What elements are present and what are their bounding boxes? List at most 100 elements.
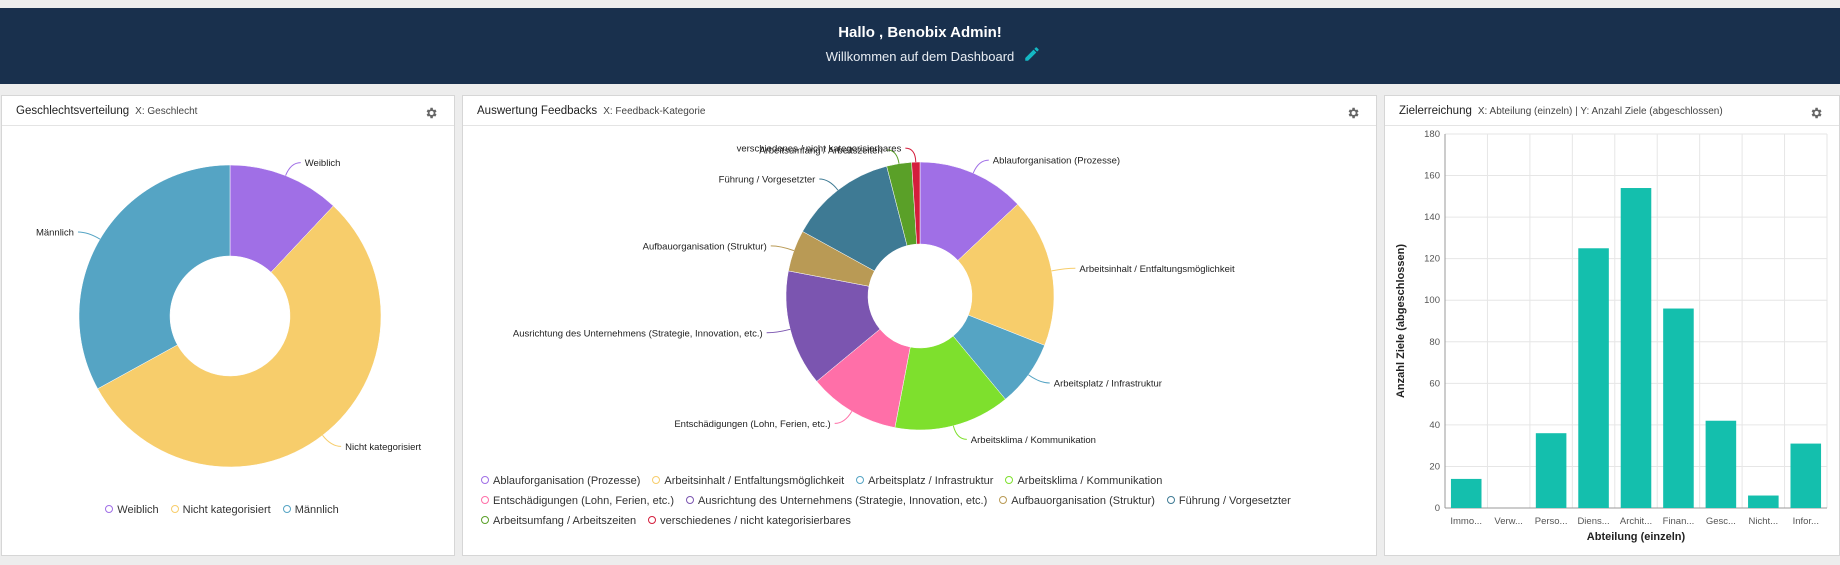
legend-item-aufbauorganisation-struktur[interactable]: Aufbauorganisation (Struktur)	[999, 491, 1155, 511]
widget-subtitle: X: Feedback-Kategorie	[603, 106, 706, 117]
x-tick-label: Finan...	[1663, 516, 1695, 527]
legend-item-nicht-kategorisiert[interactable]: Nicht kategorisiert	[170, 504, 271, 516]
legend-marker	[170, 505, 179, 514]
pencil-icon[interactable]	[1023, 45, 1041, 63]
y-axis-title: Anzahl Ziele (abgeschlossen)	[1395, 244, 1407, 398]
legend-label: Aufbauorganisation (Struktur)	[1011, 495, 1155, 507]
slice-label: Männlich	[36, 228, 74, 239]
slice-label: verschiedenes / nicht kategorisierbares	[737, 144, 902, 155]
legend-label: Weiblich	[117, 504, 159, 516]
legend-label: Männlich	[294, 504, 339, 516]
leader-line	[834, 411, 853, 424]
leader-line	[952, 425, 967, 440]
legend-item-arbeitsinhalt-entfaltungsm-glichkeit[interactable]: Arbeitsinhalt / Entfaltungsmöglichkeit	[652, 471, 844, 491]
pie-slice-verschiedenes-nicht-kategorisierbares[interactable]	[911, 161, 921, 245]
legend-item-verschiedenes-nicht-kategorisierbares[interactable]: verschiedenes / nicht kategorisierbares	[648, 511, 851, 531]
slice-label: Arbeitsumfang / Arbeitszeiten	[759, 145, 883, 156]
x-tick-label: Gesc...	[1706, 516, 1736, 527]
y-tick-label: 20	[1429, 461, 1440, 472]
widget-title-text: Auswertung Feedbacks	[477, 105, 598, 117]
leader-line	[1028, 374, 1050, 384]
pie-slice-arbeitsinhalt-entfaltungsm-glichkeit[interactable]	[957, 203, 1055, 346]
legend-label: Führung / Vorgesetzter	[1178, 495, 1291, 507]
legend-item-arbeitsplatz-infrastruktur[interactable]: Arbeitsplatz / Infrastruktur	[856, 471, 993, 491]
legend-marker	[856, 476, 865, 485]
y-tick-label: 180	[1424, 129, 1440, 140]
legend-item-m-nnlich[interactable]: Männlich	[282, 504, 339, 516]
widget-title: Zielerreichung X: Abteilung (einzeln) | Y…	[1399, 105, 1723, 117]
legend-marker	[481, 516, 489, 525]
bar-perso[interactable]	[1535, 433, 1567, 508]
widget-title-text: Geschlechtsverteilung	[16, 105, 130, 117]
widget-title: Auswertung Feedbacks X: Feedback-Kategori…	[477, 105, 705, 117]
feedback-donut-chart: Ablauforganisation (Prozesse) Arbeitsinha…	[513, 144, 1235, 446]
bar-archit[interactable]	[1620, 188, 1652, 508]
legend-item-ablauforganisation-prozesse[interactable]: Ablauforganisation (Prozesse)	[481, 471, 640, 491]
legend-item-f-hrung-vorgesetzter[interactable]: Führung / Vorgesetzter	[1166, 491, 1291, 511]
legend-label: Ausrichtung des Unternehmens (Strategie,…	[698, 495, 988, 507]
legend-label: Arbeitsinhalt / Entfaltungsmöglichkeit	[664, 475, 845, 487]
gear-icon[interactable]	[1346, 106, 1360, 120]
widget-title: Geschlechtsverteilung X: Geschlecht	[16, 105, 197, 117]
y-tick-label: 160	[1424, 171, 1440, 182]
y-tick-label: 0	[1435, 503, 1440, 514]
bar-diens[interactable]	[1578, 248, 1609, 508]
legend-label: Nicht kategorisiert	[182, 504, 271, 516]
x-tick-label: Nicht...	[1749, 516, 1779, 527]
feedback-evaluation-widget: Auswertung Feedbacks X: Feedback-Kategori…	[462, 95, 1377, 556]
legend-label: Arbeitsplatz / Infrastruktur	[868, 475, 994, 487]
legend-marker	[1005, 476, 1014, 485]
legend-label: Arbeitsklima / Kommunikation	[1017, 475, 1163, 487]
legend-label: Arbeitsumfang / Arbeitszeiten	[493, 515, 637, 527]
legend-item-arbeitsklima-kommunikation[interactable]: Arbeitsklima / Kommunikation	[1005, 471, 1162, 491]
bar-infor[interactable]	[1790, 443, 1822, 508]
legend-label: Entschädigungen (Lohn, Ferien, etc.)	[493, 495, 675, 507]
legend-item-entsch-digungen-lohn-ferien-etc[interactable]: Entschädigungen (Lohn, Ferien, etc.)	[481, 491, 674, 511]
bar-finan[interactable]	[1663, 308, 1694, 508]
y-tick-label: 140	[1424, 212, 1440, 223]
pie-slice-arbeitsklima-kommunikation[interactable]	[894, 335, 1006, 431]
x-tick-label: Archit...	[1620, 516, 1652, 527]
leader-line	[1051, 267, 1076, 272]
leader-line	[766, 328, 791, 334]
x-tick-label: Diens...	[1577, 516, 1609, 527]
bar-immo[interactable]	[1450, 478, 1482, 508]
pie-slice-nicht-kategorisiert[interactable]	[97, 205, 382, 468]
y-tick-label: 120	[1424, 254, 1440, 265]
leader-line	[972, 159, 989, 174]
gear-icon[interactable]	[1809, 106, 1823, 120]
x-tick-label: Infor...	[1793, 516, 1819, 527]
legend-marker	[652, 476, 661, 485]
slice-label: Führung / Vorgesetzter	[719, 175, 816, 186]
gender-donut-chart: Weiblich Nicht kategorisiert Männlich	[36, 158, 422, 468]
y-tick-label: 80	[1429, 337, 1440, 348]
pie-slice-m-nnlich[interactable]	[78, 164, 231, 390]
leader-line	[322, 435, 342, 447]
x-tick-label: Immo...	[1450, 516, 1482, 527]
y-tick-label: 40	[1429, 420, 1440, 431]
x-tick-label: Verw...	[1494, 516, 1523, 527]
widget-subtitle: X: Geschlecht	[135, 106, 198, 117]
legend-marker	[105, 505, 114, 514]
slice-label: Arbeitsklima / Kommunikation	[971, 435, 1096, 446]
slice-label: Aufbauorganisation (Struktur)	[643, 241, 767, 252]
legend-item-ausrichtung-des-unternehmens-strategie-innovation-etc[interactable]: Ausrichtung des Unternehmens (Strategie,…	[686, 491, 987, 511]
slice-label: Nicht kategorisiert	[345, 442, 421, 453]
bar-nicht[interactable]	[1748, 495, 1779, 508]
gear-icon[interactable]	[424, 106, 438, 120]
legend-marker	[999, 496, 1008, 505]
widget-header: Zielerreichung X: Abteilung (einzeln) | Y…	[1385, 96, 1839, 126]
legend-marker	[686, 496, 695, 505]
legend-item-weiblich[interactable]: Weiblich	[105, 504, 159, 516]
widget-header: Auswertung Feedbacks X: Feedback-Kategori…	[463, 96, 1376, 126]
x-tick-label: Perso...	[1535, 516, 1568, 527]
gender-distribution-widget: Geschlechtsverteilung X: Geschlecht Weibl…	[1, 95, 455, 556]
leader-line	[285, 162, 301, 176]
legend-item-arbeitsumfang-arbeitszeiten[interactable]: Arbeitsumfang / Arbeitszeiten	[481, 511, 636, 531]
widget-subtitle: X: Abteilung (einzeln) | Y: Anzahl Ziele…	[1477, 106, 1723, 117]
leader-line	[77, 231, 101, 240]
widget-title-text: Zielerreichung	[1399, 105, 1472, 117]
widget-header: Geschlechtsverteilung X: Geschlecht	[2, 96, 454, 126]
bar-gesc[interactable]	[1705, 420, 1737, 508]
pie-slice-ausrichtung-des-unternehmens-strategie-innovation-etc[interactable]	[785, 270, 881, 382]
